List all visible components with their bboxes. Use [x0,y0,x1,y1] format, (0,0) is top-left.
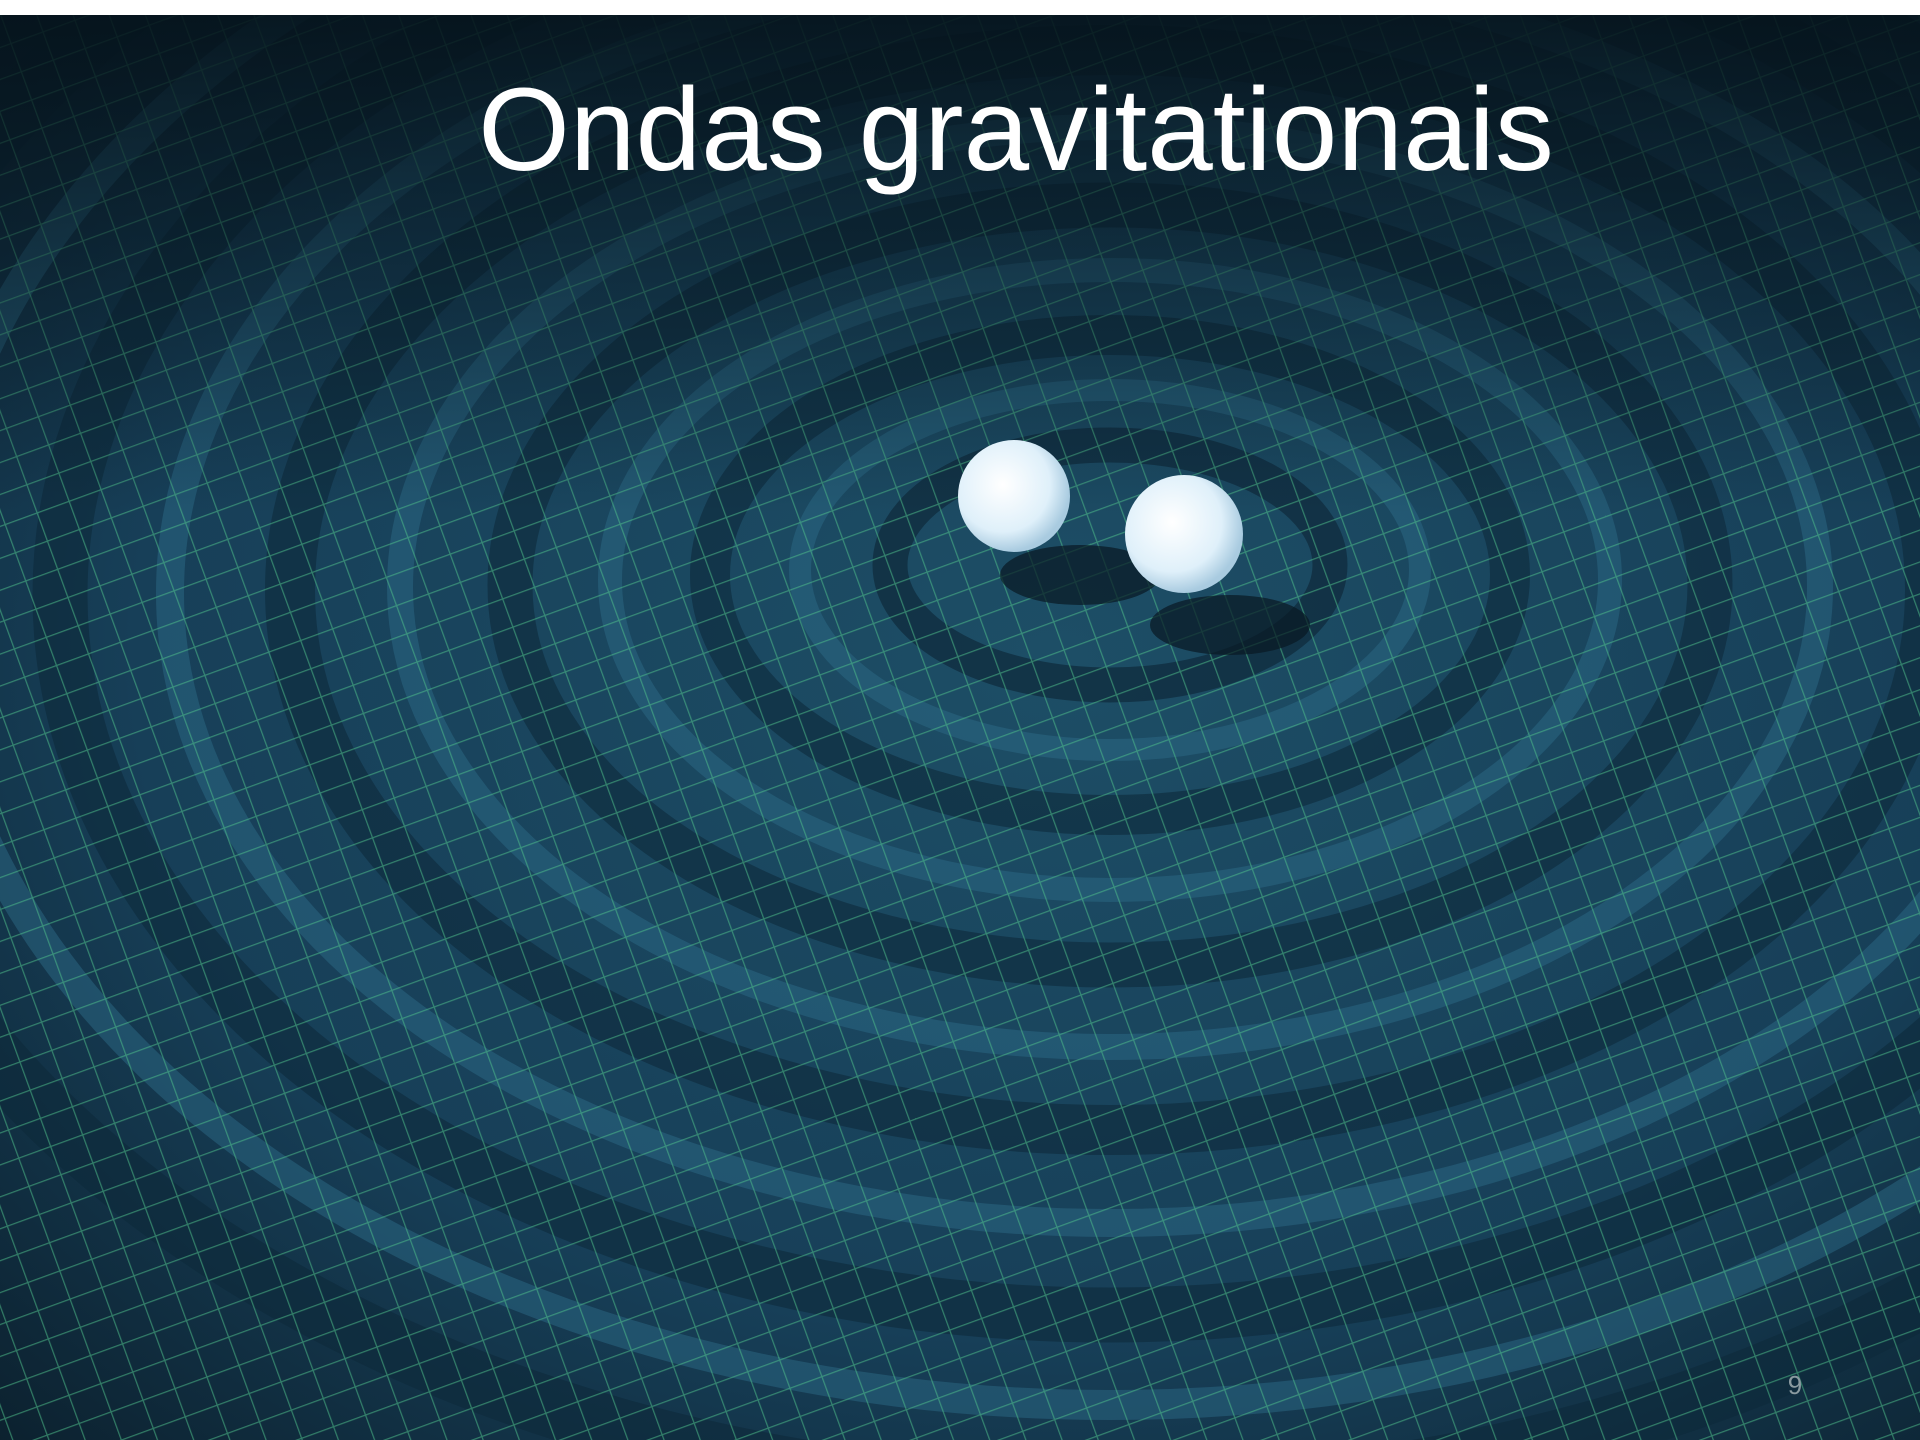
star [1125,475,1243,593]
page-number: 9 [1787,1370,1803,1400]
slide: Ondas gravitationais 9 [0,15,1920,1440]
shadow [1150,595,1310,655]
background-image [0,15,1920,1440]
shadow [1000,545,1160,605]
star [958,440,1070,552]
shade [0,15,1920,1440]
slide-title: Ondas gravitationais [478,64,1554,196]
